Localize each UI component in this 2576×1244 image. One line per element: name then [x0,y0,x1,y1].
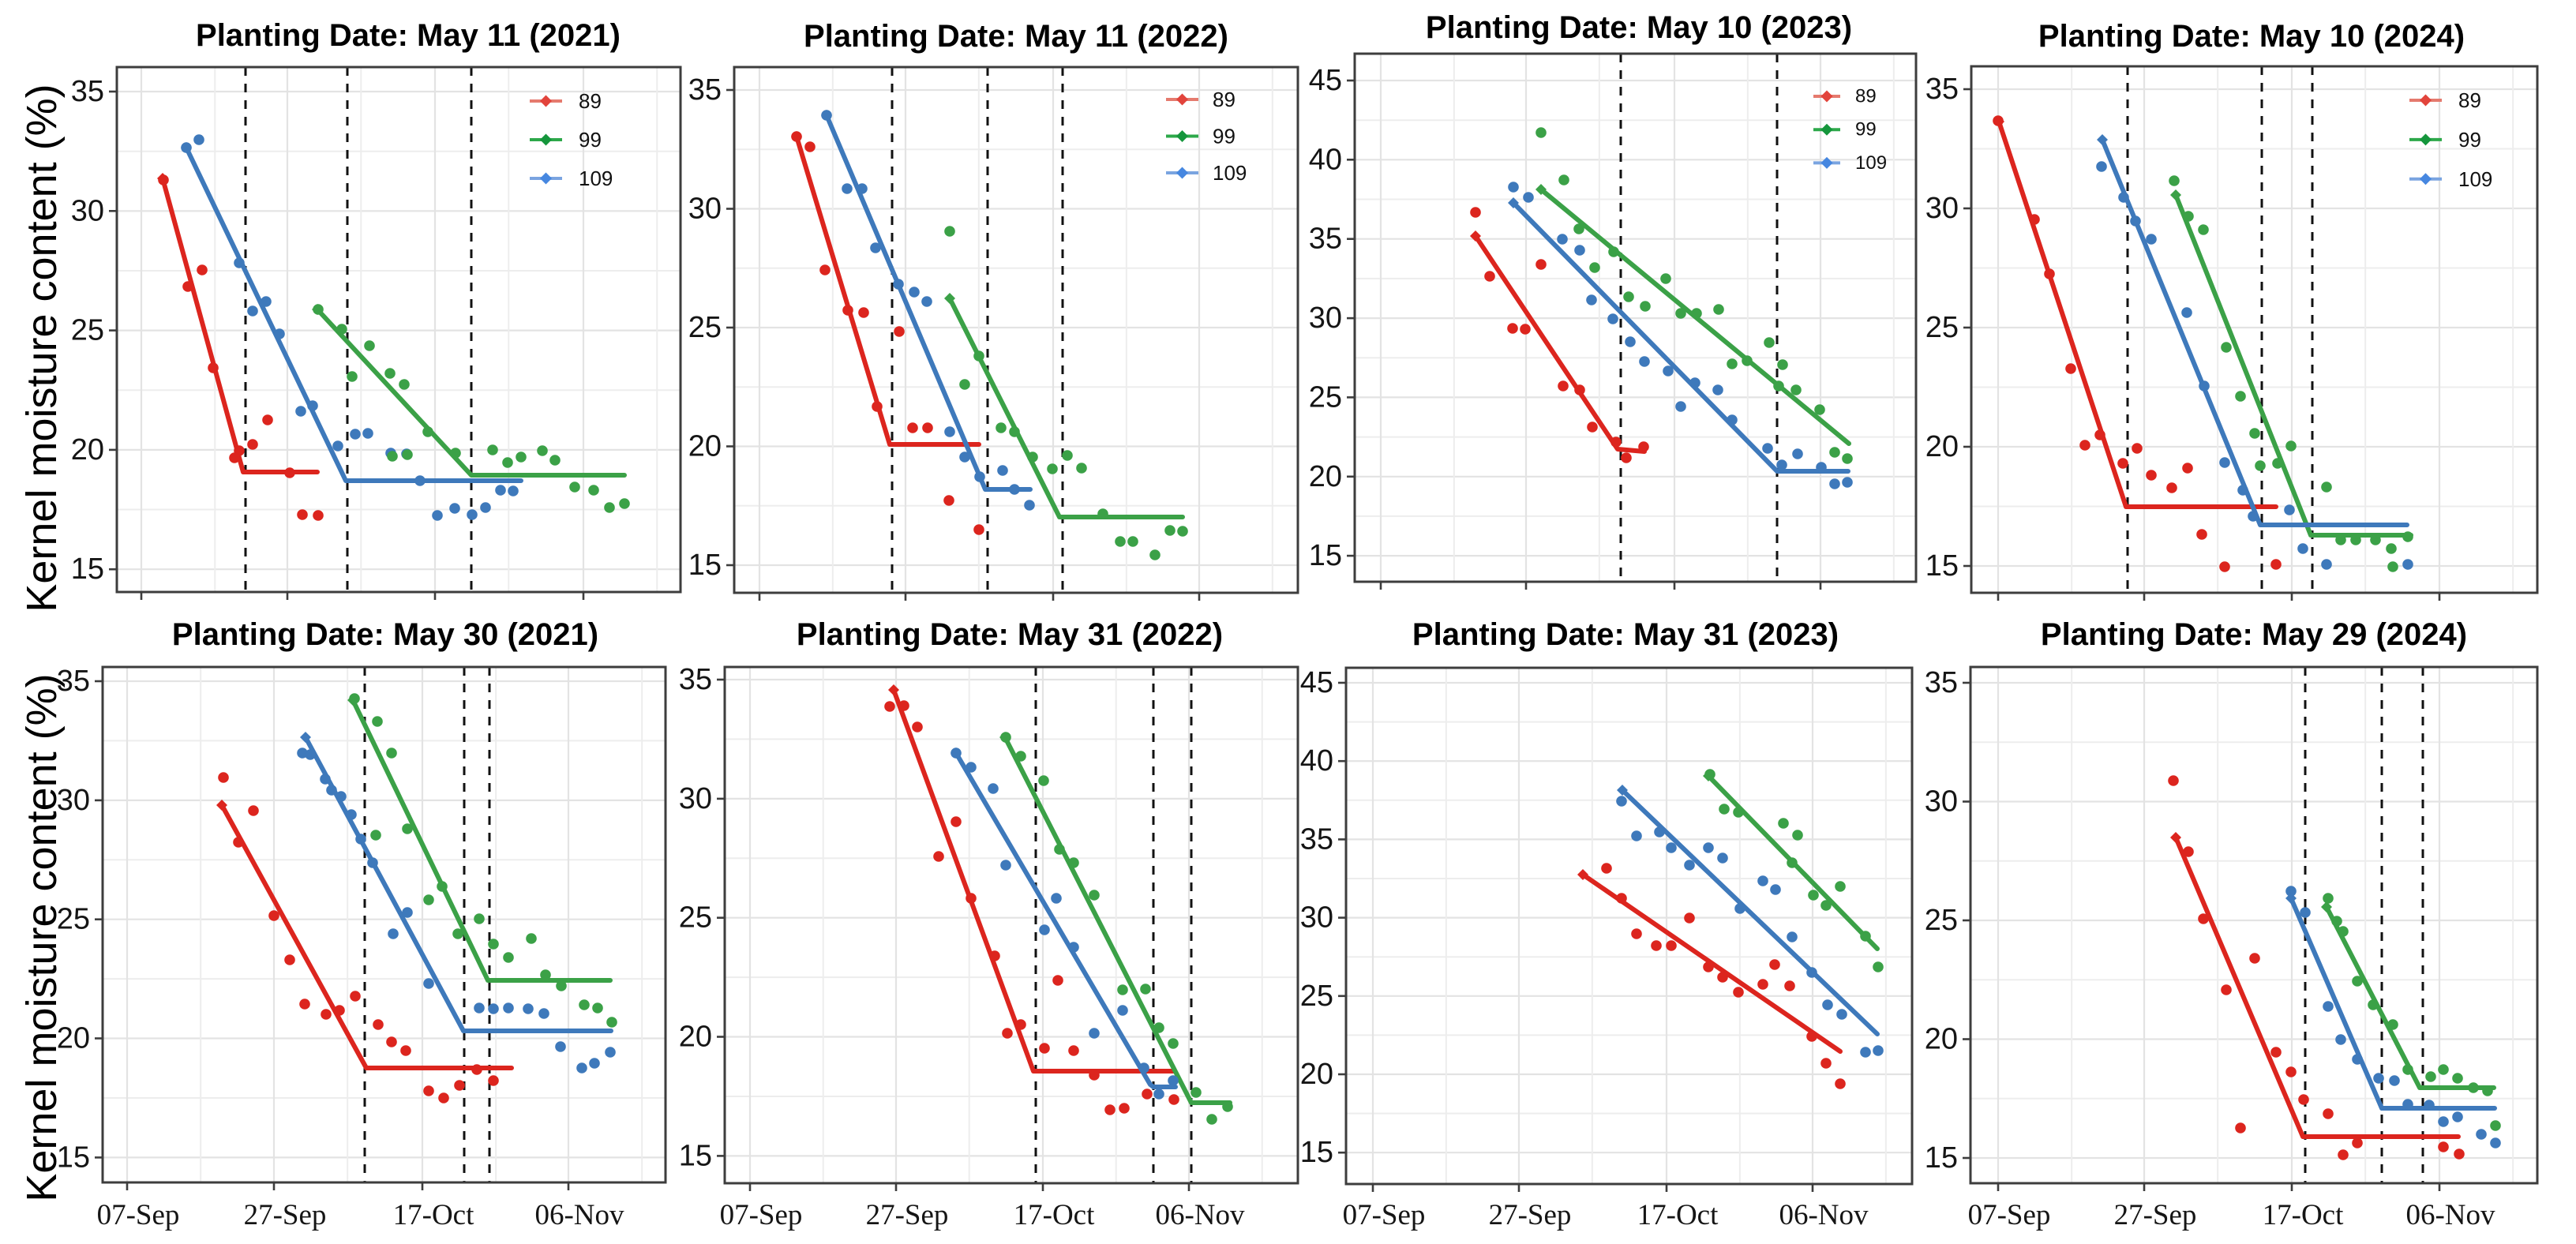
svg-text:20: 20 [57,1022,90,1055]
svg-text:99: 99 [579,128,602,152]
svg-text:Kernel moisture content (%): Kernel moisture content (%) [18,84,66,612]
svg-text:25: 25 [679,901,712,935]
svg-text:40: 40 [1309,143,1342,176]
svg-text:17-Oct: 17-Oct [393,1199,474,1231]
svg-text:15: 15 [71,553,104,586]
svg-text:20: 20 [71,433,104,466]
svg-text:89: 89 [1855,86,1877,107]
svg-text:07-Sep: 07-Sep [1343,1199,1426,1231]
svg-text:20: 20 [1925,430,1959,463]
svg-text:Planting Date: May 29 (2024): Planting Date: May 29 (2024) [2041,617,2467,652]
svg-text:30: 30 [1925,192,1959,225]
svg-text:35: 35 [679,663,712,696]
svg-text:89: 89 [579,89,602,113]
svg-text:30: 30 [688,193,722,226]
svg-text:99: 99 [2458,128,2481,152]
svg-text:89: 89 [2458,88,2481,112]
svg-text:06-Nov: 06-Nov [1155,1199,1245,1231]
svg-text:07-Sep: 07-Sep [720,1199,803,1231]
svg-text:20: 20 [1309,460,1342,493]
svg-text:20: 20 [688,430,722,463]
svg-text:20: 20 [679,1021,712,1054]
svg-text:25: 25 [1309,380,1342,414]
svg-text:06-Nov: 06-Nov [2405,1199,2495,1231]
svg-text:109: 109 [579,167,613,190]
svg-text:30: 30 [1925,785,1958,819]
svg-text:Planting Date: May 11 (2021): Planting Date: May 11 (2021) [196,18,621,53]
svg-text:Planting Date: May 10 (2024): Planting Date: May 10 (2024) [2038,19,2465,54]
svg-text:15: 15 [1309,539,1342,572]
svg-text:25: 25 [1925,904,1958,937]
svg-text:17-Oct: 17-Oct [1637,1199,1719,1231]
svg-text:15: 15 [688,549,722,582]
svg-text:35: 35 [1309,223,1342,256]
svg-text:17-Oct: 17-Oct [1014,1199,1095,1231]
svg-text:25: 25 [1925,311,1959,344]
svg-text:25: 25 [688,311,722,344]
svg-text:27-Sep: 27-Sep [866,1199,949,1231]
svg-text:30: 30 [71,194,104,227]
svg-text:109: 109 [1855,152,1887,174]
svg-text:45: 45 [1300,666,1333,699]
svg-text:25: 25 [71,314,104,347]
svg-text:Planting Date: May 31 (2022): Planting Date: May 31 (2022) [797,617,1223,652]
svg-text:15: 15 [57,1141,90,1174]
svg-text:Kernel moisture content (%): Kernel moisture content (%) [18,673,66,1201]
svg-text:27-Sep: 27-Sep [1489,1199,1572,1231]
svg-text:15: 15 [1925,549,1959,583]
svg-text:Planting Date: May 10 (2023): Planting Date: May 10 (2023) [1426,10,1852,45]
svg-text:07-Sep: 07-Sep [97,1199,180,1231]
svg-text:27-Sep: 27-Sep [2114,1199,2197,1231]
svg-text:17-Oct: 17-Oct [2263,1199,2344,1231]
svg-text:89: 89 [1213,88,1236,111]
svg-text:Planting Date: May 30 (2021): Planting Date: May 30 (2021) [172,617,598,652]
svg-text:45: 45 [1309,64,1342,97]
svg-text:30: 30 [1300,901,1333,935]
svg-text:20: 20 [1300,1058,1333,1091]
svg-text:25: 25 [57,903,90,936]
svg-text:35: 35 [1925,666,1958,699]
svg-text:30: 30 [679,782,712,815]
svg-text:20: 20 [1925,1023,1958,1056]
svg-text:35: 35 [1925,73,1959,106]
svg-text:15: 15 [679,1139,712,1172]
svg-text:40: 40 [1300,744,1333,778]
svg-text:25: 25 [1300,980,1333,1013]
svg-text:Planting Date: May 31 (2023): Planting Date: May 31 (2023) [1412,617,1839,652]
svg-text:30: 30 [1309,302,1342,335]
svg-text:99: 99 [1855,119,1877,141]
svg-text:35: 35 [71,75,104,108]
svg-text:109: 109 [2458,167,2492,191]
svg-text:30: 30 [57,784,90,817]
svg-text:06-Nov: 06-Nov [1779,1199,1869,1231]
svg-text:35: 35 [688,73,722,107]
svg-text:Planting Date: May 11 (2022): Planting Date: May 11 (2022) [804,19,1228,54]
svg-text:109: 109 [1213,161,1247,185]
svg-text:15: 15 [1300,1136,1333,1169]
svg-text:35: 35 [57,665,90,698]
svg-text:06-Nov: 06-Nov [534,1199,624,1231]
svg-text:99: 99 [1213,125,1236,148]
svg-text:35: 35 [1300,822,1333,856]
svg-text:27-Sep: 27-Sep [244,1199,327,1231]
svg-text:15: 15 [1925,1141,1958,1175]
svg-text:07-Sep: 07-Sep [1968,1199,2051,1231]
